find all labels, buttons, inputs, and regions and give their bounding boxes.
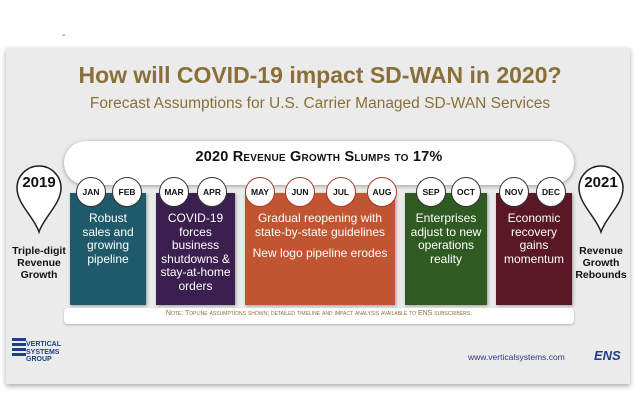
month-mar: MAR: [159, 177, 189, 207]
page-title: How will COVID-19 impact SD-WAN in 2020?: [78, 62, 562, 88]
month-apr: APR: [197, 177, 227, 207]
month-feb: FEB: [112, 177, 142, 207]
month-jul: JUL: [326, 177, 356, 207]
block-text: COVID-19 forces business shutdowns & stay-…: [160, 211, 231, 293]
website-link[interactable]: www.verticalsystems.com: [468, 352, 565, 362]
vertical-systems-logo-icon: [12, 338, 26, 356]
block-text: Gradual reopening with state-by-state gui…: [254, 211, 386, 239]
note-bar: [64, 308, 574, 324]
headline-banner-text: 2020 Revenue Growth Slumps to 17%: [195, 149, 443, 165]
map-pin-2019-icon: [16, 165, 62, 234]
period-block-sep-oct: Enterprises adjust to new operations reali…: [405, 193, 487, 305]
map-pin-2021-icon: [578, 165, 624, 234]
block-subtext: New logo pipeline erodes: [252, 246, 388, 260]
month-nov: NOV: [499, 177, 529, 207]
pin-year-2021: 2021: [584, 174, 618, 191]
period-block-nov-dec: Economic recovery gains momentum: [496, 193, 572, 305]
month-may: MAY: [245, 177, 275, 207]
month-jun: JUN: [285, 177, 315, 207]
period-block-may-aug: Gradual reopening with state-by-state gui…: [245, 193, 395, 305]
ens-badge: ENS: [594, 348, 621, 363]
period-block-jan-feb: Robust sales and growing pipeline: [70, 193, 146, 305]
pin-year-2019: 2019: [22, 174, 56, 191]
headline-banner: [64, 141, 574, 185]
month-dec: DEC: [536, 177, 566, 207]
period-block-mar-apr: COVID-19 forces business shutdowns & stay-…: [156, 193, 235, 305]
stray-dash: -: [62, 30, 66, 41]
logo-text: VERTICAL SYSTEMS GROUP: [26, 341, 61, 363]
right-pin-label: Revenue Growth Rebounds: [575, 245, 627, 281]
month-sep: SEP: [416, 177, 446, 207]
footnote: Note: Topline assumptions shown; detaile…: [165, 310, 473, 317]
month-oct: OCT: [451, 177, 481, 207]
block-text: Enterprises adjust to new operations reali…: [410, 211, 482, 266]
month-aug: AUG: [367, 177, 397, 207]
block-text: Economic recovery gains momentum: [503, 211, 565, 266]
page-subtitle: Forecast Assumptions for U.S. Carrier Ma…: [89, 95, 551, 112]
block-text: Robust sales and growing pipeline: [82, 211, 134, 266]
left-pin-label: Triple-digit Revenue Growth: [12, 245, 66, 281]
month-jan: JAN: [76, 177, 106, 207]
